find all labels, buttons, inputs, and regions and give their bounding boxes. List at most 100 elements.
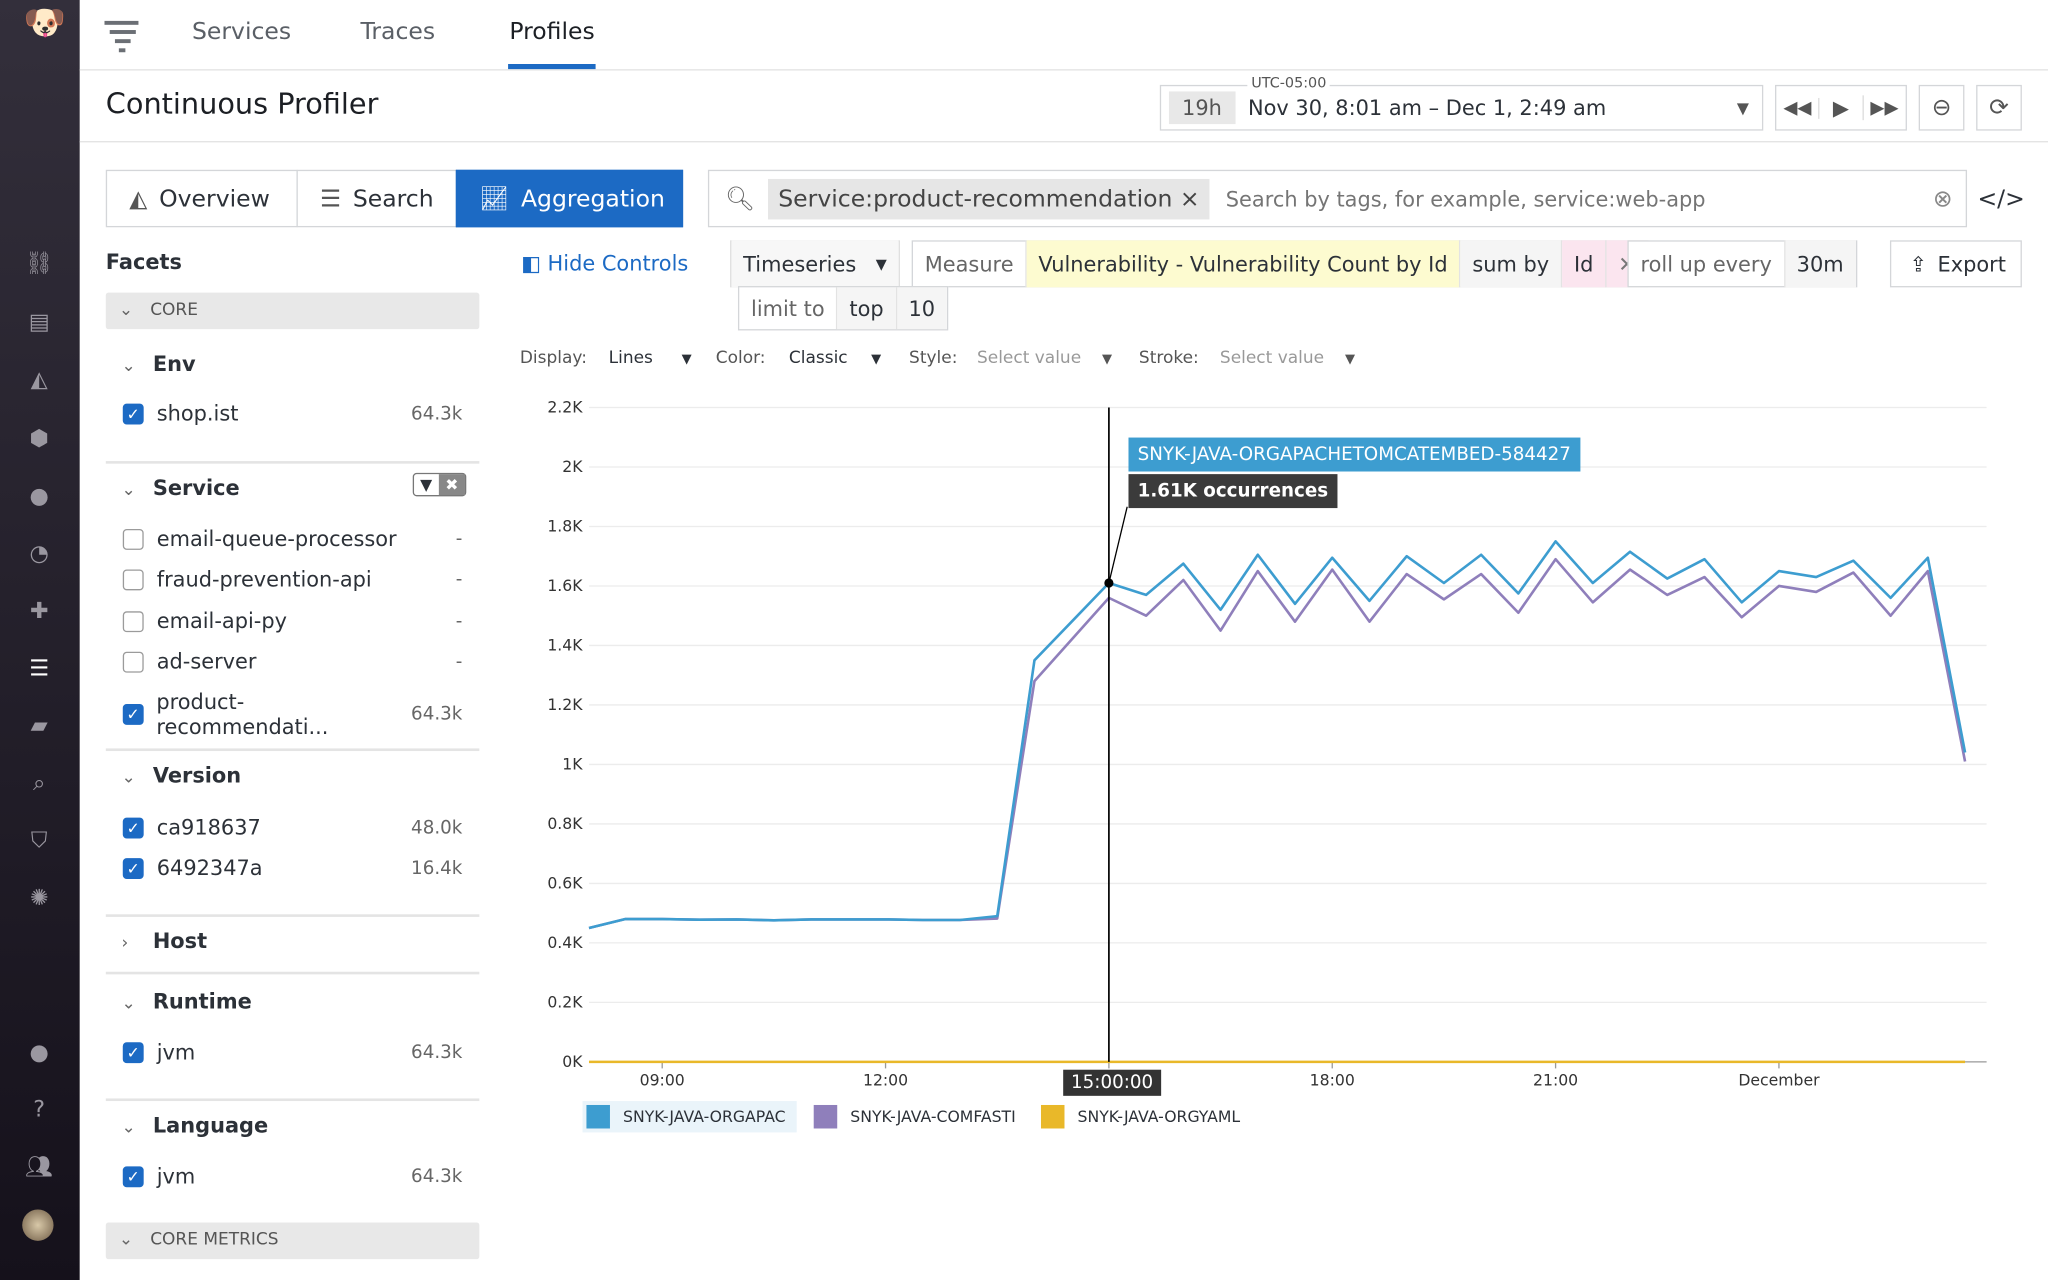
viz-type-select[interactable]: Timeseries ▼ <box>730 240 900 288</box>
export-button[interactable]: ⇪ Export <box>1889 240 2022 288</box>
facet-version-header[interactable]: ⌄ Version <box>106 763 480 788</box>
puzzle-icon[interactable]: ✚ <box>29 598 49 625</box>
facet-runtime-header[interactable]: ⌄ Runtime <box>106 989 480 1014</box>
checkbox[interactable] <box>122 610 144 632</box>
line-chart-icon: 📈︎ <box>479 184 510 213</box>
facet-item[interactable]: ✓ product-recommendati... 64.3k <box>122 690 462 739</box>
stroke-select[interactable]: Select value ▼ <box>1220 349 1355 369</box>
x-tick-label: 12:00 <box>863 1070 908 1089</box>
refresh-icon[interactable]: ⟳ <box>1976 84 2022 131</box>
checkbox[interactable]: ✓ <box>122 857 144 879</box>
tab-profiles[interactable]: Profiles <box>509 18 595 46</box>
checkbox[interactable]: ✓ <box>122 402 144 424</box>
legend-item[interactable]: SNYK-JAVA-ORGAPAC <box>582 1101 797 1133</box>
measure-select[interactable]: Vulnerability - Vulnerability Count by I… <box>1026 240 1461 288</box>
facet-item-count: 48.0k <box>411 816 463 838</box>
facet-item[interactable]: ✓ ca918637 48.0k <box>122 815 463 840</box>
time-range-picker[interactable]: 19h Nov 30, 8:01 am – Dec 1, 2:49 am ▼ <box>1159 84 1764 131</box>
apm-icon[interactable]: ☰ <box>29 655 50 682</box>
facet-item[interactable]: email-queue-processor - <box>122 526 462 551</box>
chat-icon[interactable]: ● <box>29 1039 49 1066</box>
log-search-icon[interactable]: ⌕ <box>32 770 46 797</box>
play-icon[interactable]: ▶ <box>1820 95 1864 121</box>
network-icon[interactable]: ✺ <box>29 885 49 912</box>
gauge-icon[interactable]: ◔ <box>29 540 49 567</box>
facet-item-count: 64.3k <box>411 1041 463 1063</box>
search-tag[interactable]: Service:product-recommendation × <box>767 178 1211 219</box>
fast-forward-icon[interactable]: ▶▶ <box>1870 97 1899 119</box>
limit-value-input[interactable]: 10 <box>896 287 947 330</box>
facet-item-count: - <box>455 651 463 672</box>
checkbox[interactable] <box>122 528 144 550</box>
hide-controls-button[interactable]: ◧ Hide Controls <box>521 251 688 276</box>
color-select[interactable]: Classic ▼ <box>789 349 881 369</box>
limit-group: limit to top 10 <box>737 286 949 331</box>
notebook-icon[interactable]: ▰ <box>30 713 48 740</box>
checkbox[interactable]: ✓ <box>122 816 144 838</box>
tab-traces[interactable]: Traces <box>360 18 436 46</box>
facet-service-header[interactable]: ⌄ Service ▼ ✖ <box>106 472 480 500</box>
rollup-select[interactable]: 30m <box>1784 240 1856 288</box>
facet-item[interactable]: ✓ shop.ist 64.3k <box>122 401 462 426</box>
checkbox[interactable] <box>122 651 144 672</box>
tab-services[interactable]: Services <box>191 18 292 46</box>
y-tick-label: 1.8K <box>547 517 583 536</box>
binoculars-icon[interactable]: ⛓ <box>25 250 54 277</box>
sum-by-label: sum by <box>1460 240 1563 288</box>
facet-item[interactable]: ad-server - <box>122 649 463 674</box>
chevron-down-icon: ⌄ <box>121 356 136 377</box>
rewind-icon[interactable]: ◀◀ <box>1776 97 1820 119</box>
chevron-right-icon: › <box>121 933 129 954</box>
hexagons-icon[interactable]: ⬢ <box>29 425 49 452</box>
group-by-select[interactable]: Id <box>1562 240 1607 288</box>
checkbox[interactable]: ✓ <box>122 1165 144 1187</box>
clear-filter-icon[interactable]: ✖ <box>438 474 465 496</box>
core-metrics-group-header[interactable]: ⌄ CORE METRICS <box>105 1222 480 1260</box>
code-view-icon[interactable]: </> <box>1977 185 2025 213</box>
search-input[interactable] <box>1223 184 1933 213</box>
view-overview-button[interactable]: ◭ Overview <box>105 169 298 228</box>
help-icon[interactable]: ? <box>33 1097 46 1124</box>
core-label: CORE <box>150 300 198 320</box>
team-icon[interactable]: 👥︎ <box>25 1154 54 1181</box>
facet-item[interactable]: ✓ 6492347a 16.4k <box>122 856 463 880</box>
display-select[interactable]: Lines ▼ <box>609 349 692 369</box>
limit-direction-select[interactable]: top <box>837 287 897 330</box>
chevron-down-icon: ⌄ <box>118 1230 134 1250</box>
shield-icon[interactable]: ⛉ <box>30 828 48 855</box>
style-select[interactable]: Select value ▼ <box>977 349 1112 369</box>
facet-item[interactable]: ✓ jvm 64.3k <box>122 1164 462 1189</box>
facet-host-header[interactable]: › Host <box>106 929 480 954</box>
facet-item-name: ca918637 <box>156 815 261 840</box>
user-avatar[interactable] <box>22 1209 54 1241</box>
facet-item[interactable]: fraud-prevention-api - <box>122 567 462 592</box>
facet-env-header[interactable]: ⌄ Env <box>106 351 480 376</box>
facet-language-header[interactable]: ⌄ Language <box>106 1113 480 1138</box>
core-group-header[interactable]: ⌄ CORE <box>105 292 480 330</box>
chart-area-icon[interactable]: ◭ <box>30 367 48 394</box>
checkbox[interactable] <box>122 568 144 590</box>
chevron-down-icon: ▼ <box>1344 352 1356 368</box>
facet-item-name: jvm <box>156 1039 196 1065</box>
tooltip-pointer <box>1108 506 1128 584</box>
export-label: Export <box>1937 251 2006 277</box>
legend-item[interactable]: SNYK-JAVA-COMFASTI <box>810 1101 1026 1132</box>
checkbox[interactable]: ✓ <box>122 1041 144 1063</box>
facet-item[interactable]: email-api-py - <box>122 609 462 633</box>
clear-search-icon[interactable]: ⊗ <box>1932 184 1953 213</box>
search-bar[interactable]: 🔍︎ Service:product-recommendation × ⊗ <box>707 169 1968 228</box>
zoom-out-icon[interactable]: ⊖ <box>1918 84 1965 131</box>
remove-tag-icon[interactable]: × <box>1179 184 1200 213</box>
list-icon[interactable]: ▤ <box>28 309 50 336</box>
facet-item-count: 16.4k <box>411 857 463 879</box>
legend-item[interactable]: SNYK-JAVA-ORGYAML <box>1037 1101 1251 1132</box>
checkbox[interactable]: ✓ <box>122 703 144 725</box>
search-label: Search <box>352 184 434 213</box>
facet-item[interactable]: ✓ jvm 64.3k <box>122 1039 463 1065</box>
view-search-button[interactable]: ☰ Search <box>296 169 458 228</box>
alert-icon[interactable]: ● <box>29 483 49 510</box>
filter-icon[interactable]: ▼ <box>420 475 433 494</box>
view-aggregation-button[interactable]: 📈︎ Aggregation <box>455 169 684 228</box>
search-tag-text: Service:product-recommendation <box>778 184 1173 213</box>
